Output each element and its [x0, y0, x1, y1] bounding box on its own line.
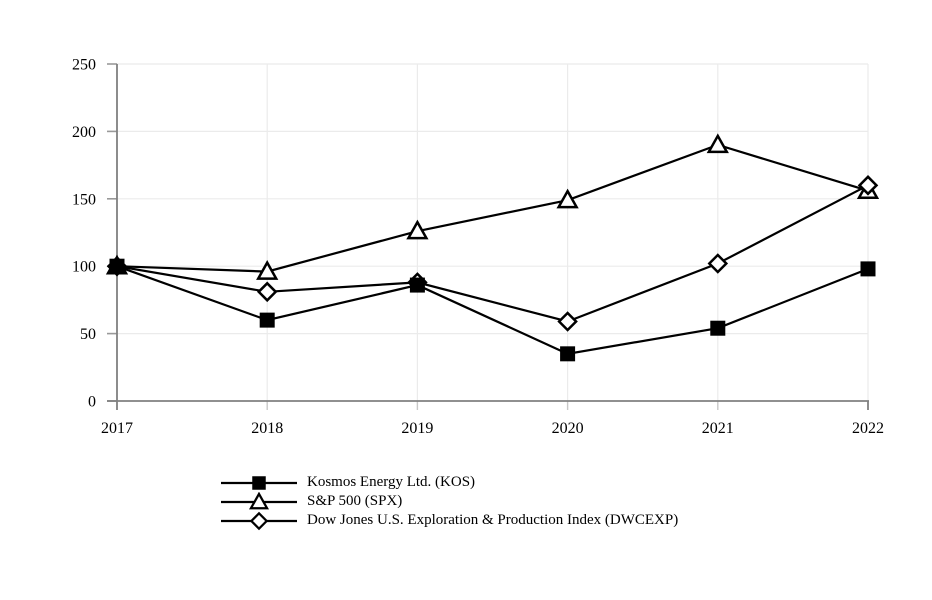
square-marker: [259, 312, 275, 328]
legend-label-kos: Kosmos Energy Ltd. (KOS): [307, 474, 476, 490]
square-marker: [109, 258, 125, 274]
square-marker: [710, 320, 726, 336]
y-tick-label: 50: [80, 326, 96, 343]
legend-marker-diamond: [221, 511, 297, 530]
x-tick-label: 2020: [552, 420, 584, 437]
diamond-marker: [256, 281, 278, 303]
legend-diamond-marker: [249, 511, 269, 530]
legend-label-dwcexp: Dow Jones U.S. Exploration & Production …: [307, 512, 679, 528]
series-line-square: [116, 265, 869, 355]
legend-triangle-marker: [248, 491, 270, 509]
legend-marker-square: [221, 475, 297, 490]
y-tick-label: 250: [72, 57, 96, 74]
y-tick-label: 200: [72, 124, 96, 141]
square-marker: [560, 346, 576, 362]
legend-item-kos: Kosmos Energy Ltd. (KOS): [221, 473, 678, 492]
x-tick-label: 2019: [401, 420, 433, 437]
chart-legend: Kosmos Energy Ltd. (KOS) S&P 500 (SPX) D…: [221, 473, 678, 530]
diamond-marker: [857, 175, 879, 196]
diamond-marker: [557, 311, 578, 332]
series-line-triangle: [116, 143, 869, 273]
y-tick-label: 100: [72, 259, 96, 276]
square-marker: [409, 277, 425, 293]
legend-marker-triangle: [221, 491, 297, 509]
x-tick-label: 2017: [101, 420, 133, 437]
legend-square-marker: [252, 475, 266, 490]
triangle-marker: [406, 219, 429, 240]
diamond-marker: [707, 253, 729, 274]
x-tick-label: 2021: [702, 420, 734, 437]
triangle-marker: [556, 188, 579, 209]
series-line-diamond: [116, 184, 869, 323]
triangle-marker: [256, 260, 279, 280]
x-tick-label: 2022: [852, 420, 884, 437]
legend-label-spx: S&P 500 (SPX): [307, 493, 403, 509]
x-tick-label: 2018: [251, 420, 283, 437]
y-tick-label: 150: [72, 191, 96, 208]
square-marker: [860, 261, 876, 277]
legend-item-dwcexp: Dow Jones U.S. Exploration & Production …: [221, 511, 678, 530]
legend-item-spx: S&P 500 (SPX): [221, 491, 678, 511]
y-tick-label: 0: [88, 394, 96, 411]
triangle-marker: [706, 133, 729, 154]
